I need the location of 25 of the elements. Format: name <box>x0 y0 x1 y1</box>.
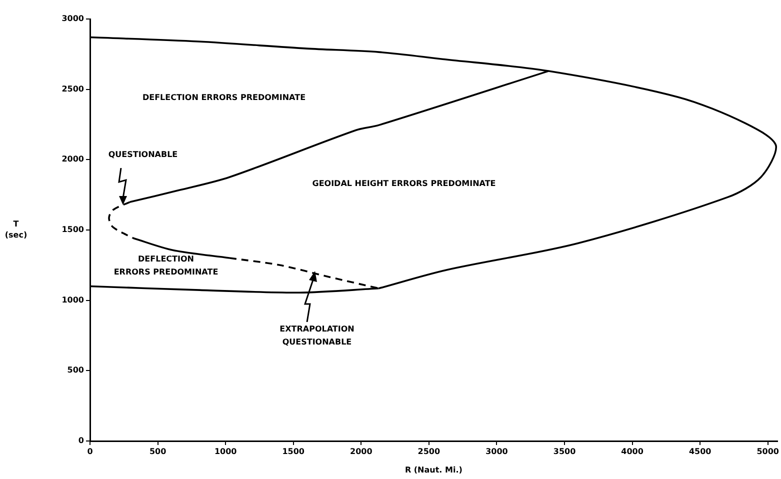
annotation: GEOIDAL HEIGHT ERRORS PREDOMINATE <box>312 179 496 188</box>
annotation: QUESTIONABLE <box>108 150 178 160</box>
annotation: DEFLECTION ERRORS PREDOMINATE <box>114 254 218 277</box>
y-tick-label: 500 <box>67 366 84 375</box>
annotation: DEFLECTION ERRORS PREDOMINATE <box>142 93 306 102</box>
x-tick-label: 3000 <box>486 446 508 456</box>
x-axis-title: R (Naut. Mi.) <box>404 465 462 474</box>
y-tick-label: 0 <box>78 436 84 446</box>
x-tick-label: 4500 <box>688 446 712 456</box>
x-tick-label: 1000 <box>214 446 238 456</box>
x-tick-label: 2500 <box>418 446 440 456</box>
x-tick-label: 2000 <box>350 446 373 456</box>
x-tick-label: 1500 <box>282 446 305 456</box>
x-tick-label: 4000 <box>621 446 644 456</box>
y-tick-label: 1500 <box>62 225 84 234</box>
y-tick-label: 2500 <box>62 84 84 94</box>
x-tick-label: 500 <box>149 446 167 456</box>
y-tick-label: 1000 <box>62 295 84 304</box>
y-tick-label: 3000 <box>62 14 84 24</box>
x-tick-label: 5000 <box>756 446 780 456</box>
y-axis-title: T (sec) <box>4 220 28 240</box>
x-tick-label: 0 <box>87 446 94 456</box>
x-tick-label: 3500 <box>553 446 576 456</box>
annotation: EXTRAPOLATION QUESTIONABLE <box>280 324 354 347</box>
y-tick-label: 2000 <box>62 154 84 164</box>
